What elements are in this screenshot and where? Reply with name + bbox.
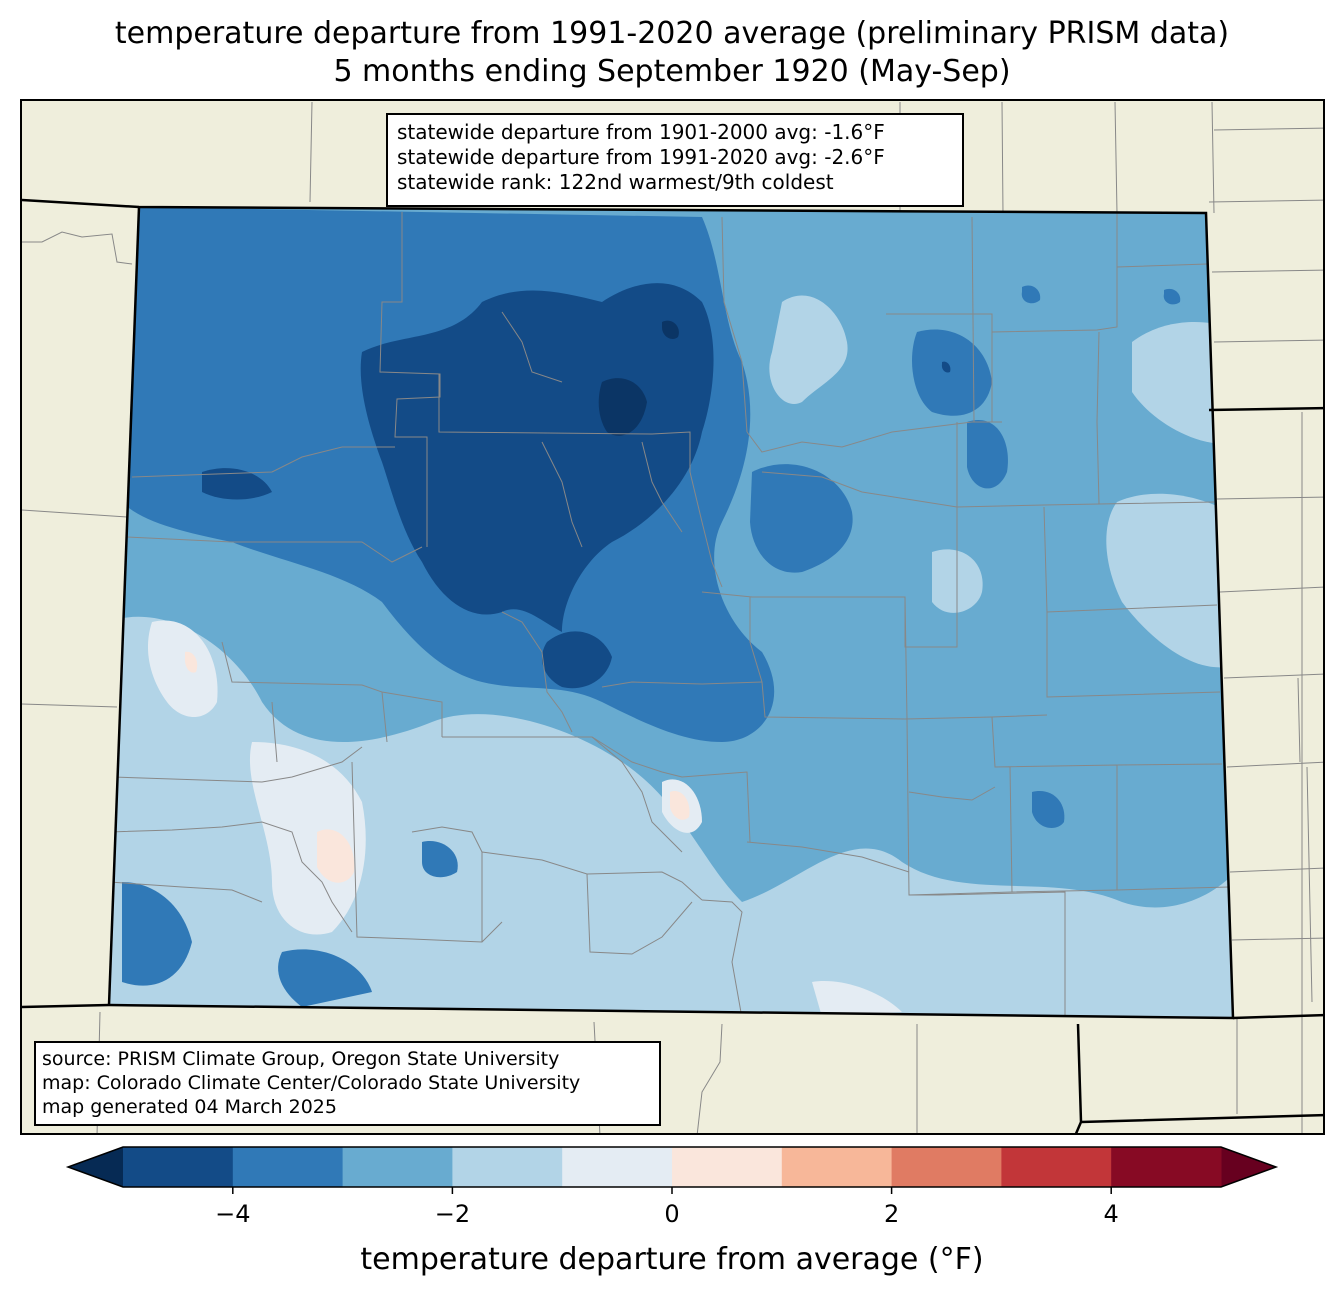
credits-generated-date: map generated 04 March 2025 bbox=[42, 1096, 337, 1118]
colorbar-bin bbox=[232, 1147, 344, 1187]
colorbar: −4 −2 0 2 4 bbox=[65, 1146, 1279, 1228]
colorbar-bin bbox=[891, 1147, 1002, 1187]
map-title-line-1: temperature departure from 1991-2020 ave… bbox=[114, 16, 1230, 51]
departure-field bbox=[109, 207, 1233, 1018]
colorbar-label: temperature departure from average (°F) bbox=[360, 1242, 984, 1277]
stats-departure-1901-2000: statewide departure from 1901-2000 avg: … bbox=[397, 120, 885, 144]
colorbar-bin bbox=[1111, 1147, 1222, 1187]
stats-rank: statewide rank: 122nd warmest/9th coldes… bbox=[397, 170, 834, 194]
colorbar-bin bbox=[672, 1147, 783, 1187]
colorbar-tick-label: −2 bbox=[435, 1200, 470, 1228]
colorbar-tick-label: 4 bbox=[1104, 1200, 1119, 1228]
colorbar-outline bbox=[65, 1146, 1279, 1188]
colorbar-over-extension bbox=[1221, 1147, 1276, 1187]
map-panel: statewide departure from 1901-2000 avg: … bbox=[20, 99, 1325, 1135]
credits-map: map: Colorado Climate Center/Colorado St… bbox=[42, 1072, 581, 1094]
colorbar-bin bbox=[1001, 1147, 1112, 1187]
stats-departure-1991-2020: statewide departure from 1991-2020 avg: … bbox=[397, 145, 885, 169]
colorbar-bin bbox=[452, 1147, 563, 1187]
colorbar-bin bbox=[781, 1147, 893, 1187]
colorbar-under-extension bbox=[68, 1147, 123, 1187]
colorbar-tick-label: 0 bbox=[664, 1200, 679, 1228]
colorbar-tick-label: −4 bbox=[215, 1200, 250, 1228]
colorbar-tick-label: 2 bbox=[884, 1200, 899, 1228]
map-title-line-2: 5 months ending September 1920 (May-Sep) bbox=[333, 54, 1011, 89]
temperature-departure-map bbox=[22, 101, 1323, 1133]
colorbar-bin bbox=[342, 1147, 453, 1187]
statewide-stats-box: statewide departure from 1901-2000 avg: … bbox=[386, 113, 964, 207]
state-borders bbox=[22, 198, 1323, 1133]
credits-source: source: PRISM Climate Group, Oregon Stat… bbox=[42, 1048, 560, 1070]
credits-box: source: PRISM Climate Group, Oregon Stat… bbox=[34, 1041, 661, 1126]
colorbar-bin bbox=[123, 1147, 234, 1187]
colorbar-bin bbox=[562, 1147, 673, 1187]
county-lines bbox=[109, 212, 1231, 1018]
